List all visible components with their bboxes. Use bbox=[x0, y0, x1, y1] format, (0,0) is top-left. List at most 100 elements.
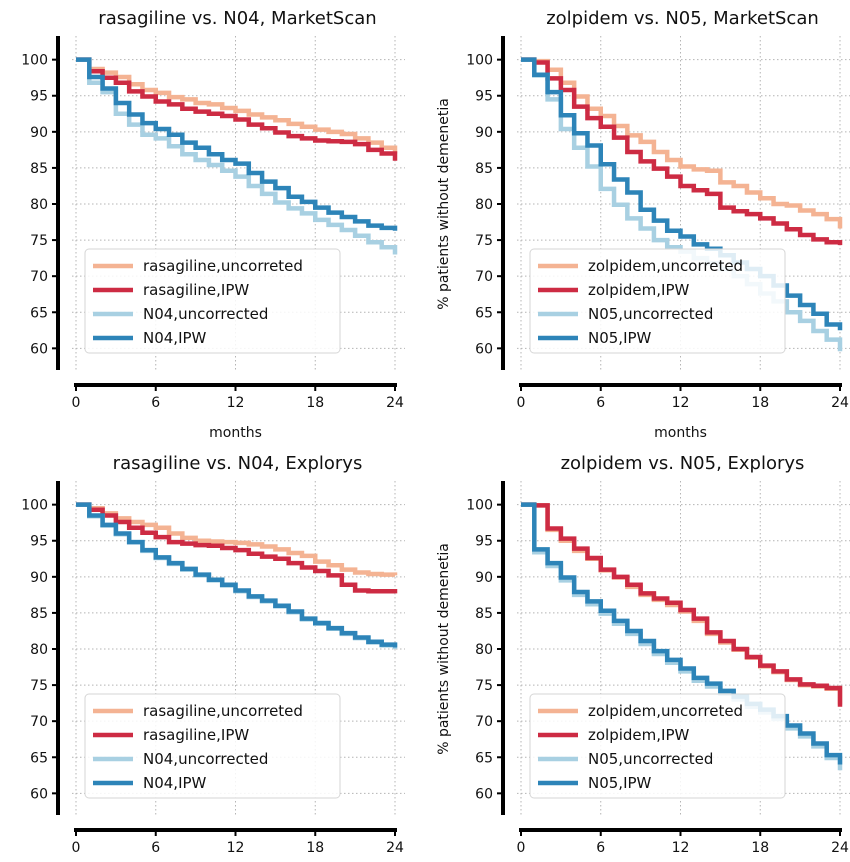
x-tick-label: 24 bbox=[386, 395, 404, 411]
x-tick-label: 18 bbox=[751, 840, 769, 856]
series-line-4 bbox=[521, 502, 843, 765]
legend-label: N05,uncorrected bbox=[588, 750, 713, 768]
x-tick-label: 6 bbox=[151, 840, 160, 856]
series-line-4 bbox=[76, 57, 398, 231]
y-tick-label: 60 bbox=[30, 341, 48, 357]
y-tick-label: 60 bbox=[475, 786, 493, 802]
x-tick-label: 0 bbox=[517, 840, 526, 856]
legend: zolpidem,uncorreted zolpidem,IPW N05,uncor… bbox=[529, 248, 786, 354]
y-tick-label: 65 bbox=[30, 750, 48, 766]
y-tick-label: 80 bbox=[475, 642, 493, 658]
legend-box bbox=[529, 693, 786, 799]
y-tick-label: 90 bbox=[30, 570, 48, 586]
series-line-3 bbox=[521, 502, 843, 771]
legend-box bbox=[84, 693, 341, 799]
legend-label: N05,uncorrected bbox=[588, 305, 713, 323]
y-tick-label: 65 bbox=[475, 305, 493, 321]
y-tick-label: 65 bbox=[475, 750, 493, 766]
y-tick-label: 75 bbox=[30, 233, 48, 249]
y-tick-label: 75 bbox=[475, 233, 493, 249]
x-tick-label: 0 bbox=[72, 840, 81, 856]
y-tick-label: 100 bbox=[466, 53, 493, 69]
legend-label: N04,uncorrected bbox=[143, 305, 268, 323]
series-line-3 bbox=[76, 57, 398, 255]
chart-title: zolpidem vs. N05, Explorys bbox=[561, 453, 805, 474]
y-tick-label: 85 bbox=[475, 606, 493, 622]
x-tick-label: 18 bbox=[306, 395, 324, 411]
legend-box bbox=[84, 248, 341, 354]
legend-label: zolpidem,uncorreted bbox=[588, 257, 743, 275]
y-tick-label: 70 bbox=[475, 269, 493, 285]
y-tick-label: 70 bbox=[475, 714, 493, 730]
y-tick-label: 90 bbox=[475, 570, 493, 586]
x-axis-label: months bbox=[654, 425, 707, 441]
x-tick-label: 24 bbox=[831, 840, 849, 856]
legend-label: rasagiline,uncorreted bbox=[143, 257, 303, 275]
x-tick-label: 12 bbox=[227, 840, 245, 856]
y-axis-label: % patients without demenetia bbox=[436, 98, 452, 310]
x-tick-label: 12 bbox=[672, 395, 690, 411]
x-tick-label: 18 bbox=[306, 840, 324, 856]
legend-label: rasagiline,uncorreted bbox=[143, 702, 303, 720]
x-tick-label: 24 bbox=[386, 840, 404, 856]
legend: rasagiline,uncorreted rasagiline,IPW N04,u… bbox=[84, 693, 341, 799]
chart-panel-3: 60 65 70 75 80 85 90 95 100 0 6 12 18 24 rasagiline vs… bbox=[21, 453, 405, 856]
y-tick-label: 75 bbox=[475, 678, 493, 694]
legend-label: zolpidem,uncorreted bbox=[588, 702, 743, 720]
chart-title: rasagiline vs. N04, MarketScan bbox=[98, 8, 376, 29]
x-tick-label: 6 bbox=[596, 840, 605, 856]
legend-label: zolpidem,IPW bbox=[588, 726, 690, 744]
chart-title: rasagiline vs. N04, Explorys bbox=[113, 453, 363, 474]
legend-label: N04,uncorrected bbox=[143, 750, 268, 768]
y-tick-label: 65 bbox=[30, 305, 48, 321]
y-tick-label: 85 bbox=[30, 161, 48, 177]
y-tick-label: 85 bbox=[475, 161, 493, 177]
y-axis-label: % patients without demenetia bbox=[436, 543, 452, 755]
y-tick-label: 85 bbox=[30, 606, 48, 622]
x-tick-label: 12 bbox=[227, 395, 245, 411]
series-line-2 bbox=[521, 57, 843, 246]
series-line-2 bbox=[521, 502, 843, 707]
y-tick-label: 60 bbox=[475, 341, 493, 357]
y-tick-label: 100 bbox=[466, 498, 493, 514]
y-tick-label: 80 bbox=[475, 197, 493, 213]
chart-title: zolpidem vs. N05, MarketScan bbox=[546, 8, 819, 29]
x-tick-label: 6 bbox=[596, 395, 605, 411]
legend-label: rasagiline,IPW bbox=[143, 281, 249, 299]
legend-label: N04,IPW bbox=[143, 329, 207, 347]
x-tick-label: 0 bbox=[517, 395, 526, 411]
legend-label: N04,IPW bbox=[143, 774, 207, 792]
series-line-2 bbox=[76, 502, 398, 594]
legend-label: zolpidem,IPW bbox=[588, 281, 690, 299]
y-tick-label: 90 bbox=[30, 125, 48, 141]
y-tick-label: 75 bbox=[30, 678, 48, 694]
y-tick-label: 100 bbox=[21, 53, 48, 69]
series-line-1 bbox=[76, 57, 398, 154]
y-tick-label: 90 bbox=[475, 125, 493, 141]
series-line-4 bbox=[76, 502, 398, 648]
legend-label: N05,IPW bbox=[588, 329, 652, 347]
chart-panel-1: 60 65 70 75 80 85 90 95 100 0 6 12 18 24 rasagiline vs… bbox=[21, 8, 405, 441]
y-tick-label: 95 bbox=[30, 534, 48, 550]
y-tick-label: 60 bbox=[30, 786, 48, 802]
series-line-2 bbox=[76, 57, 398, 161]
y-tick-label: 100 bbox=[21, 498, 48, 514]
y-tick-label: 95 bbox=[475, 534, 493, 550]
legend-label: N05,IPW bbox=[588, 774, 652, 792]
y-tick-label: 70 bbox=[30, 714, 48, 730]
legend-label: rasagiline,IPW bbox=[143, 726, 249, 744]
y-tick-label: 70 bbox=[30, 269, 48, 285]
legend: rasagiline,uncorreted rasagiline,IPW N04,u… bbox=[84, 248, 341, 354]
x-axis-label: months bbox=[209, 425, 262, 441]
x-tick-label: 18 bbox=[751, 395, 769, 411]
series-line-1 bbox=[76, 502, 398, 577]
y-tick-label: 95 bbox=[30, 89, 48, 105]
y-tick-label: 80 bbox=[30, 197, 48, 213]
legend: zolpidem,uncorreted zolpidem,IPW N05,uncor… bbox=[529, 693, 786, 799]
x-tick-label: 0 bbox=[72, 395, 81, 411]
chart-panel-4: 60 65 70 75 80 85 90 95 100 0 6 12 18 24 zolpidem vs. … bbox=[436, 453, 850, 856]
x-tick-label: 12 bbox=[672, 840, 690, 856]
legend-box bbox=[529, 248, 786, 354]
chart-panel-2: 60 65 70 75 80 85 90 95 100 0 6 12 18 24 zolpidem vs. … bbox=[436, 8, 850, 441]
